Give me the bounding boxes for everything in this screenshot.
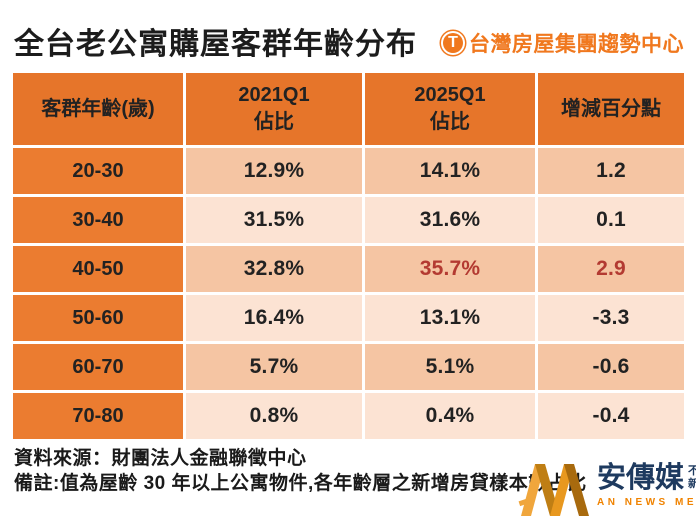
table-row-30-40: 30-40 31.5% 31.6% 0.1: [13, 197, 684, 243]
header-2021q1-line2: 佔比: [254, 111, 294, 133]
age-cell: 30-40: [13, 197, 183, 243]
brand-name: 台灣房屋集團趨勢中心: [469, 33, 684, 56]
value-change: -0.4: [538, 393, 684, 439]
value-change: -0.6: [538, 344, 684, 390]
table-row-50-60: 50-60 16.4% 13.1% -3.3: [13, 295, 684, 341]
header-2025q1-line2: 佔比: [430, 111, 470, 133]
value-2025: 13.1%: [365, 295, 535, 341]
age-cell: 40-50: [13, 246, 183, 292]
value-2021: 16.4%: [186, 295, 362, 341]
value-2021: 0.8%: [186, 393, 362, 439]
watermark-name-row: 安傳媒 不動產 新聞網: [597, 462, 696, 494]
source-line: 資料來源：財團法人金融聯徵中心: [14, 448, 307, 469]
header-2025q1-column: 2025Q1 佔比: [365, 73, 535, 145]
watermark-tagline-line1: 不動產: [688, 465, 696, 477]
table-row-20-30: 20-30 12.9% 14.1% 1.2: [13, 148, 684, 194]
header-2025q1-line1: 2025Q1: [414, 84, 486, 106]
value-2021: 31.5%: [186, 197, 362, 243]
age-cell: 50-60: [13, 295, 183, 341]
header-age-column: 客群年齡(歲): [13, 73, 183, 145]
table-row-60-70: 60-70 5.7% 5.1% -0.6: [13, 344, 684, 390]
watermark-name: 安傳媒: [597, 462, 685, 494]
table-header-row: 客群年齡(歲) 2021Q1 佔比 2025Q1 佔比 增減百分點: [13, 73, 684, 145]
value-2021: 32.8%: [186, 246, 362, 292]
watermark-text: 安傳媒 不動產 新聞網 AN NEWS MEDIA: [597, 462, 696, 508]
watermark-tagline-line2: 新聞網: [688, 478, 696, 490]
value-2025: 14.1%: [365, 148, 535, 194]
note-line: 備註:值為屋齡 30 年以上公寓物件,各年齡層之新增房貸樣本數占比: [14, 473, 587, 494]
value-change-highlighted: 2.9: [538, 246, 684, 292]
an-monogram-icon: [518, 464, 589, 516]
value-2025: 5.1%: [365, 344, 535, 390]
value-change: -3.3: [538, 295, 684, 341]
value-2025-highlighted: 35.7%: [365, 246, 535, 292]
header-change-column: 增減百分點: [538, 73, 684, 145]
value-change: 0.1: [538, 197, 684, 243]
footer-notes: 資料來源：財團法人金融聯徵中心 備註:值為屋齡 30 年以上公寓物件,各年齡層之…: [0, 439, 696, 496]
header-change-label: 增減百分點: [561, 97, 661, 120]
value-change: 1.2: [538, 148, 684, 194]
an-news-media-watermark: 安傳媒 不動產 新聞網 AN NEWS MEDIA: [517, 462, 696, 516]
value-2021: 12.9%: [186, 148, 362, 194]
taiwan-housing-t-icon: T: [441, 31, 465, 55]
top-bar: 全台老公寓購屋客群年齡分布 T 台灣房屋集團趨勢中心: [0, 0, 696, 72]
table-row-70-80: 70-80 0.8% 0.4% -0.4: [13, 393, 684, 439]
header-2021q1-line1: 2021Q1: [238, 84, 310, 106]
value-2025: 0.4%: [365, 393, 535, 439]
age-cell: 60-70: [13, 344, 183, 390]
header-age-label: 客群年齡(歲): [41, 97, 155, 120]
age-cell: 70-80: [13, 393, 183, 439]
page-title: 全台老公寓購屋客群年齡分布: [14, 28, 417, 61]
header-2021q1-column: 2021Q1 佔比: [186, 73, 362, 145]
watermark-english: AN NEWS MEDIA: [597, 497, 696, 508]
value-2025: 31.6%: [365, 197, 535, 243]
value-2021: 5.7%: [186, 344, 362, 390]
watermark-tagline: 不動產 新聞網: [688, 465, 696, 491]
age-cell: 20-30: [13, 148, 183, 194]
table-row-40-50: 40-50 32.8% 35.7% 2.9: [13, 246, 684, 292]
age-distribution-table: 客群年齡(歲) 2021Q1 佔比 2025Q1 佔比 增減百分點 20-30 …: [13, 73, 684, 439]
brand-logo: T 台灣房屋集團趨勢中心: [441, 28, 684, 58]
